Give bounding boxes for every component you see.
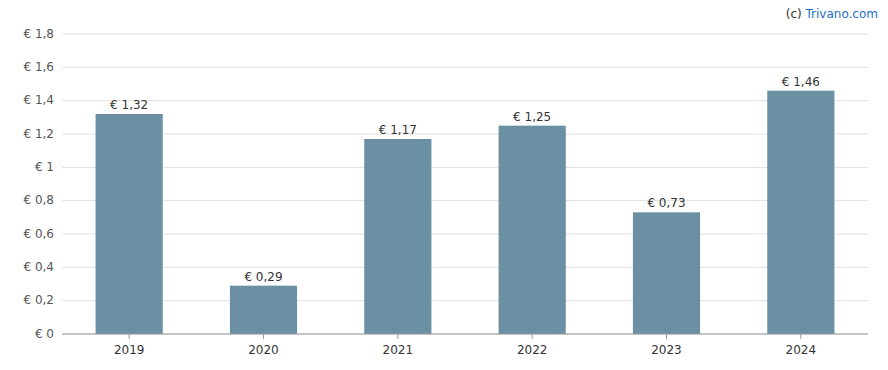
y-tick-label: € 1,6 — [23, 60, 54, 74]
grid-line — [62, 34, 868, 35]
grid-line — [62, 200, 868, 201]
grid — [62, 34, 868, 334]
bar — [633, 212, 700, 334]
bars — [96, 91, 835, 334]
watermark-part: Trivano.com — [805, 7, 878, 21]
watermark: (c) Trivano.com — [786, 7, 878, 21]
data-label: € 1,32 — [110, 98, 148, 112]
grid-line — [62, 267, 868, 268]
y-tick-label: € 1,2 — [23, 127, 54, 141]
chart-container: € 0 € 0,2 € 0,4 € 0,6 € 0,8 € 1 € 1,2 € 1,4 € 1,… — [0, 0, 888, 370]
grid-line — [62, 300, 868, 301]
chart: € 0 € 0,2 € 0,4 € 0,6 € 0,8 € 1 € 1,2 € 1,4 € 1,… — [0, 0, 888, 370]
x-tick-label: 2020 — [248, 343, 279, 357]
bar — [230, 286, 297, 334]
grid-line — [62, 234, 868, 235]
x-tick-label: 2023 — [651, 343, 682, 357]
y-tick-label: € 0,8 — [23, 193, 54, 207]
x-tick-label: 2022 — [517, 343, 548, 357]
data-label: € 1,25 — [513, 110, 551, 124]
grid-line — [62, 167, 868, 168]
data-label: € 1,46 — [782, 75, 820, 89]
x-tick-label: 2019 — [114, 343, 145, 357]
grid-line — [62, 67, 868, 68]
x-tick — [129, 334, 130, 339]
y-tick-label: € 0,4 — [23, 260, 54, 274]
y-tick-label: € 1,8 — [23, 27, 54, 41]
x-axis: 2019 2020 2021 2022 2023 2024 — [62, 334, 868, 357]
x-tick — [666, 334, 667, 339]
y-tick-label: € 1,4 — [23, 93, 54, 107]
grid-line — [62, 100, 868, 101]
x-tick — [800, 334, 801, 339]
y-tick-label: € 0,6 — [23, 227, 54, 241]
grid-line — [62, 334, 868, 335]
y-axis: € 0 € 0,2 € 0,4 € 0,6 € 0,8 € 1 € 1,2 € 1,4 € 1,… — [23, 27, 54, 341]
bar — [499, 126, 566, 334]
y-tick-label: € 0 — [35, 327, 54, 341]
y-tick-label: € 1 — [35, 160, 54, 174]
x-tick — [397, 334, 398, 339]
x-tick — [263, 334, 264, 339]
bar — [96, 114, 163, 334]
grid-line — [62, 134, 868, 135]
data-label: € 0,73 — [647, 196, 685, 210]
bar — [767, 91, 834, 334]
x-tick — [532, 334, 533, 339]
x-axis-line — [62, 334, 868, 335]
data-labels: € 1,32 € 0,29 € 1,17 € 1,25 € 0,73 € 1,46 — [110, 75, 820, 284]
watermark-part: (c) — [786, 7, 806, 21]
data-label: € 0,29 — [244, 270, 282, 284]
data-label: € 1,17 — [379, 123, 417, 137]
y-tick-label: € 0,2 — [23, 293, 54, 307]
bar — [364, 139, 431, 334]
x-tick-label: 2021 — [383, 343, 414, 357]
x-tick-label: 2024 — [786, 343, 817, 357]
